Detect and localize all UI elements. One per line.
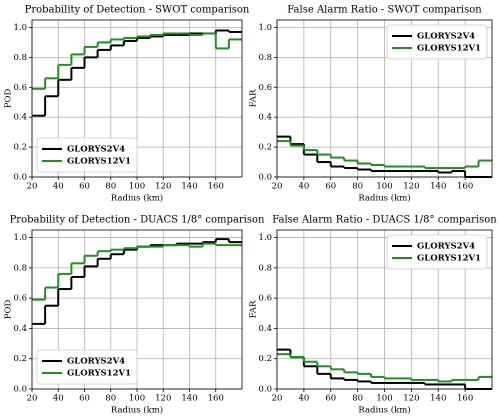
- legend-label: GLORYS2V4: [67, 145, 125, 155]
- y-axis-label: FAR: [249, 300, 259, 318]
- x-tick-label: 20: [272, 394, 283, 404]
- y-tick-label: 0.4: [258, 324, 272, 334]
- y-tick-label: 0.6: [258, 294, 272, 304]
- x-tick-label: 80: [352, 182, 363, 192]
- legend-box: [386, 234, 488, 270]
- legend-label: GLORYS12V1: [67, 157, 131, 167]
- y-tick-label: 0.8: [13, 263, 27, 273]
- y-tick-label: 0.4: [258, 113, 272, 123]
- x-axis-label: Radius (km): [111, 193, 163, 204]
- x-tick-label: 100: [376, 182, 392, 192]
- x-tick-label: 60: [79, 394, 90, 404]
- y-tick-label: 0.4: [13, 113, 27, 123]
- y-tick-label: 0.8: [258, 53, 272, 63]
- x-tick-label: 160: [208, 394, 224, 404]
- y-tick-label: 0.6: [258, 83, 272, 93]
- chart-title: Probability of Detection - DUACS 1/8° co…: [10, 215, 265, 226]
- x-tick-label: 40: [53, 182, 64, 192]
- plot-frame: [31, 229, 243, 390]
- y-axis-label: POD: [4, 300, 14, 320]
- plot-frame: [31, 19, 243, 178]
- y-tick-label: 1.0: [258, 23, 272, 33]
- y-tick-label: 0.8: [258, 263, 272, 273]
- legend: GLORYS2V4 GLORYS12V1: [386, 234, 488, 270]
- y-tick-label: 0.8: [13, 53, 27, 63]
- legend-label: GLORYS12V1: [417, 44, 481, 54]
- y-tick-label: 0.2: [258, 354, 272, 364]
- legend: GLORYS2V4 GLORYS12V1: [386, 24, 488, 60]
- x-tick-label: 80: [105, 394, 116, 404]
- y-tick-label: 0.0: [13, 385, 27, 395]
- y-tick-label: 0.6: [13, 83, 27, 93]
- legend-label: GLORYS2V4: [417, 242, 475, 252]
- y-tick-label: 0.0: [258, 385, 272, 395]
- legend: GLORYS2V4 GLORYS12V1: [36, 349, 138, 385]
- legend-label: GLORYS12V1: [417, 254, 481, 264]
- x-tick-label: 20: [272, 182, 283, 192]
- x-tick-label: 120: [403, 394, 419, 404]
- x-tick-label: 120: [155, 182, 171, 192]
- y-tick-label: 1.0: [258, 233, 272, 243]
- x-tick-label: 160: [208, 182, 224, 192]
- plot-frame: [276, 229, 493, 390]
- legend-box: [36, 349, 138, 385]
- x-tick-label: 140: [181, 182, 197, 192]
- legend-label: GLORYS2V4: [417, 32, 475, 42]
- x-tick-label: 60: [325, 394, 336, 404]
- x-tick-label: 80: [352, 394, 363, 404]
- x-tick-label: 20: [27, 394, 38, 404]
- x-tick-label: 100: [129, 394, 145, 404]
- y-tick-label: 0.2: [13, 354, 27, 364]
- y-tick-label: 1.0: [13, 233, 27, 243]
- x-tick-label: 140: [430, 182, 446, 192]
- x-tick-label: 160: [457, 394, 473, 404]
- y-tick-label: 0.2: [13, 143, 27, 153]
- x-tick-label: 140: [181, 394, 197, 404]
- chart-title: Probability of Detection - SWOT comparis…: [25, 5, 250, 16]
- legend-label: GLORYS12V1: [67, 369, 131, 379]
- x-tick-label: 80: [105, 182, 116, 192]
- x-tick-label: 120: [155, 394, 171, 404]
- x-tick-label: 160: [457, 182, 473, 192]
- legend-label: GLORYS2V4: [67, 357, 125, 367]
- x-tick-label: 60: [79, 182, 90, 192]
- chart-title: False Alarm Ratio - DUACS 1/8° compariso…: [272, 215, 497, 226]
- x-tick-label: 100: [376, 394, 392, 404]
- legend-box: [36, 137, 138, 173]
- plot-frame: [276, 19, 493, 178]
- chart-title: False Alarm Ratio - SWOT comparison: [287, 5, 482, 16]
- x-tick-label: 60: [325, 182, 336, 192]
- x-tick-label: 100: [129, 182, 145, 192]
- y-tick-label: 1.0: [13, 23, 27, 33]
- y-tick-label: 0.0: [13, 173, 27, 183]
- y-axis-label: FAR: [249, 89, 259, 107]
- y-tick-label: 0.6: [13, 294, 27, 304]
- y-tick-label: 0.2: [258, 143, 272, 153]
- x-tick-label: 20: [27, 182, 38, 192]
- y-axis-label: POD: [4, 89, 14, 109]
- x-axis-label: Radius (km): [358, 193, 410, 204]
- x-tick-label: 40: [53, 394, 64, 404]
- x-tick-label: 120: [403, 182, 419, 192]
- y-tick-label: 0.4: [13, 324, 27, 334]
- x-axis-label: Radius (km): [358, 405, 410, 416]
- legend: GLORYS2V4 GLORYS12V1: [36, 137, 138, 173]
- legend-box: [386, 24, 488, 60]
- x-tick-label: 40: [298, 182, 309, 192]
- x-tick-label: 40: [298, 394, 309, 404]
- x-tick-label: 140: [430, 394, 446, 404]
- x-axis-label: Radius (km): [111, 405, 163, 416]
- y-tick-label: 0.0: [258, 173, 272, 183]
